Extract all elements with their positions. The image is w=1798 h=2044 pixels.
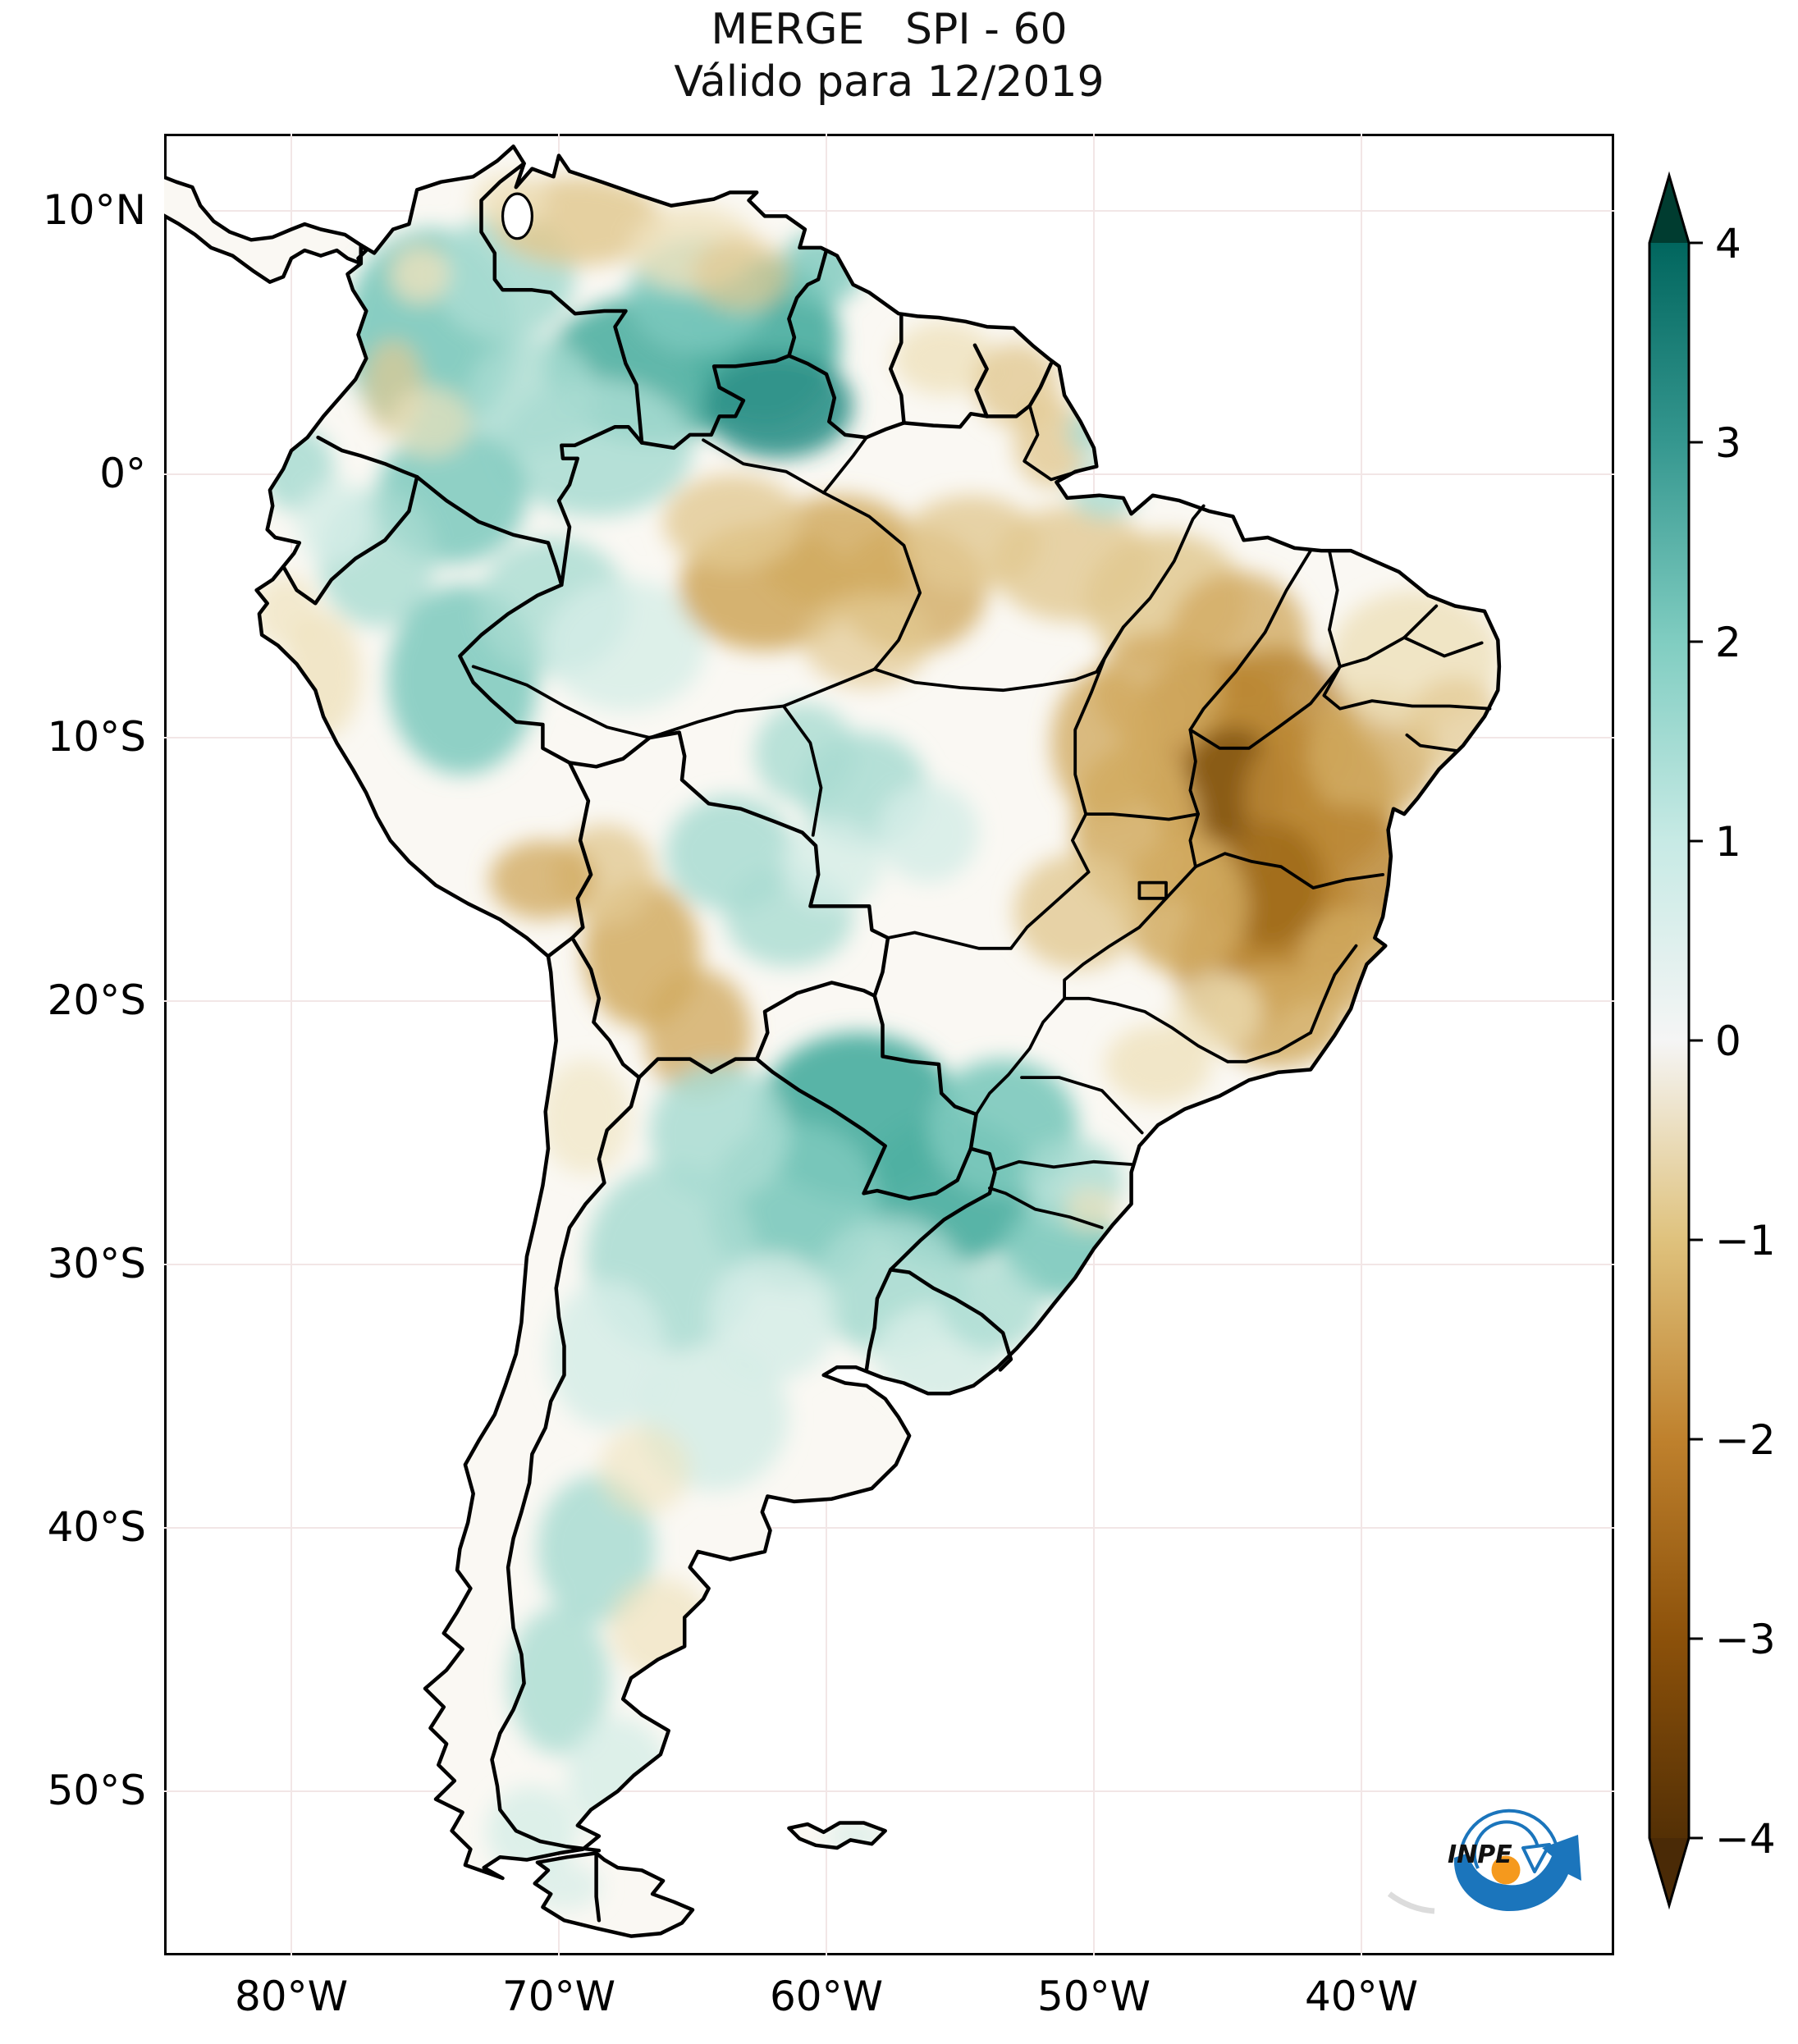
lat-tick-label: 30°S (47, 1240, 146, 1287)
colorbar-tick-label: −4 (1715, 1815, 1776, 1863)
colorbar-tick-label: 0 (1715, 1017, 1741, 1065)
lon-tick-label: 70°W (501, 1973, 616, 2020)
colorbar-tick-label: −2 (1715, 1416, 1776, 1464)
lat-tick-label: 10°N (42, 186, 146, 234)
country-borders (281, 161, 1054, 1923)
inpe-logo: INPE (1387, 1809, 1581, 1914)
colorbar-tick-label: −1 (1715, 1217, 1776, 1264)
figure-subtitle: Válido para 12/2019 (674, 57, 1105, 107)
south-america-map (164, 134, 1614, 1955)
colorbar-tick-label: −3 (1715, 1616, 1776, 1663)
colorbar-tick-label: 1 (1715, 818, 1741, 866)
lon-tick-label: 40°W (1304, 1973, 1419, 2020)
lat-tick-label: 40°S (47, 1503, 146, 1551)
lake-maracaibo (501, 192, 533, 240)
colorbar-tick-label: 3 (1715, 419, 1741, 467)
logo-shadow-swoosh (1387, 1891, 1435, 1914)
state-borders (471, 404, 1492, 1229)
logo-text: INPE (1448, 1841, 1512, 1869)
spi-colorbar: 4 3 2 1 0 −1 −2 −3 −4 (1648, 171, 1776, 1910)
logo-inner-arrow (1521, 1843, 1551, 1873)
logo-orange-dot (1491, 1855, 1521, 1885)
figure-title: MERGE SPI - 60 (711, 5, 1068, 54)
colorbar-tick-label: 2 (1715, 619, 1741, 666)
coastline (164, 144, 1502, 1938)
lat-tick-label: 50°S (47, 1767, 146, 1814)
logo-arrow-swoosh (1453, 1835, 1581, 1912)
lon-tick-label: 50°W (1036, 1973, 1151, 2020)
lat-tick-label: 0° (99, 450, 146, 497)
title-block: MERGE SPI - 60 Válido para 12/2019 (164, 3, 1614, 108)
lon-tick-label: 80°W (234, 1973, 349, 2020)
colorbar-tick-label: 4 (1715, 220, 1741, 268)
lon-tick-label: 60°W (769, 1973, 884, 2020)
lat-tick-label: 10°S (47, 713, 146, 761)
lat-tick-label: 20°S (47, 976, 146, 1024)
